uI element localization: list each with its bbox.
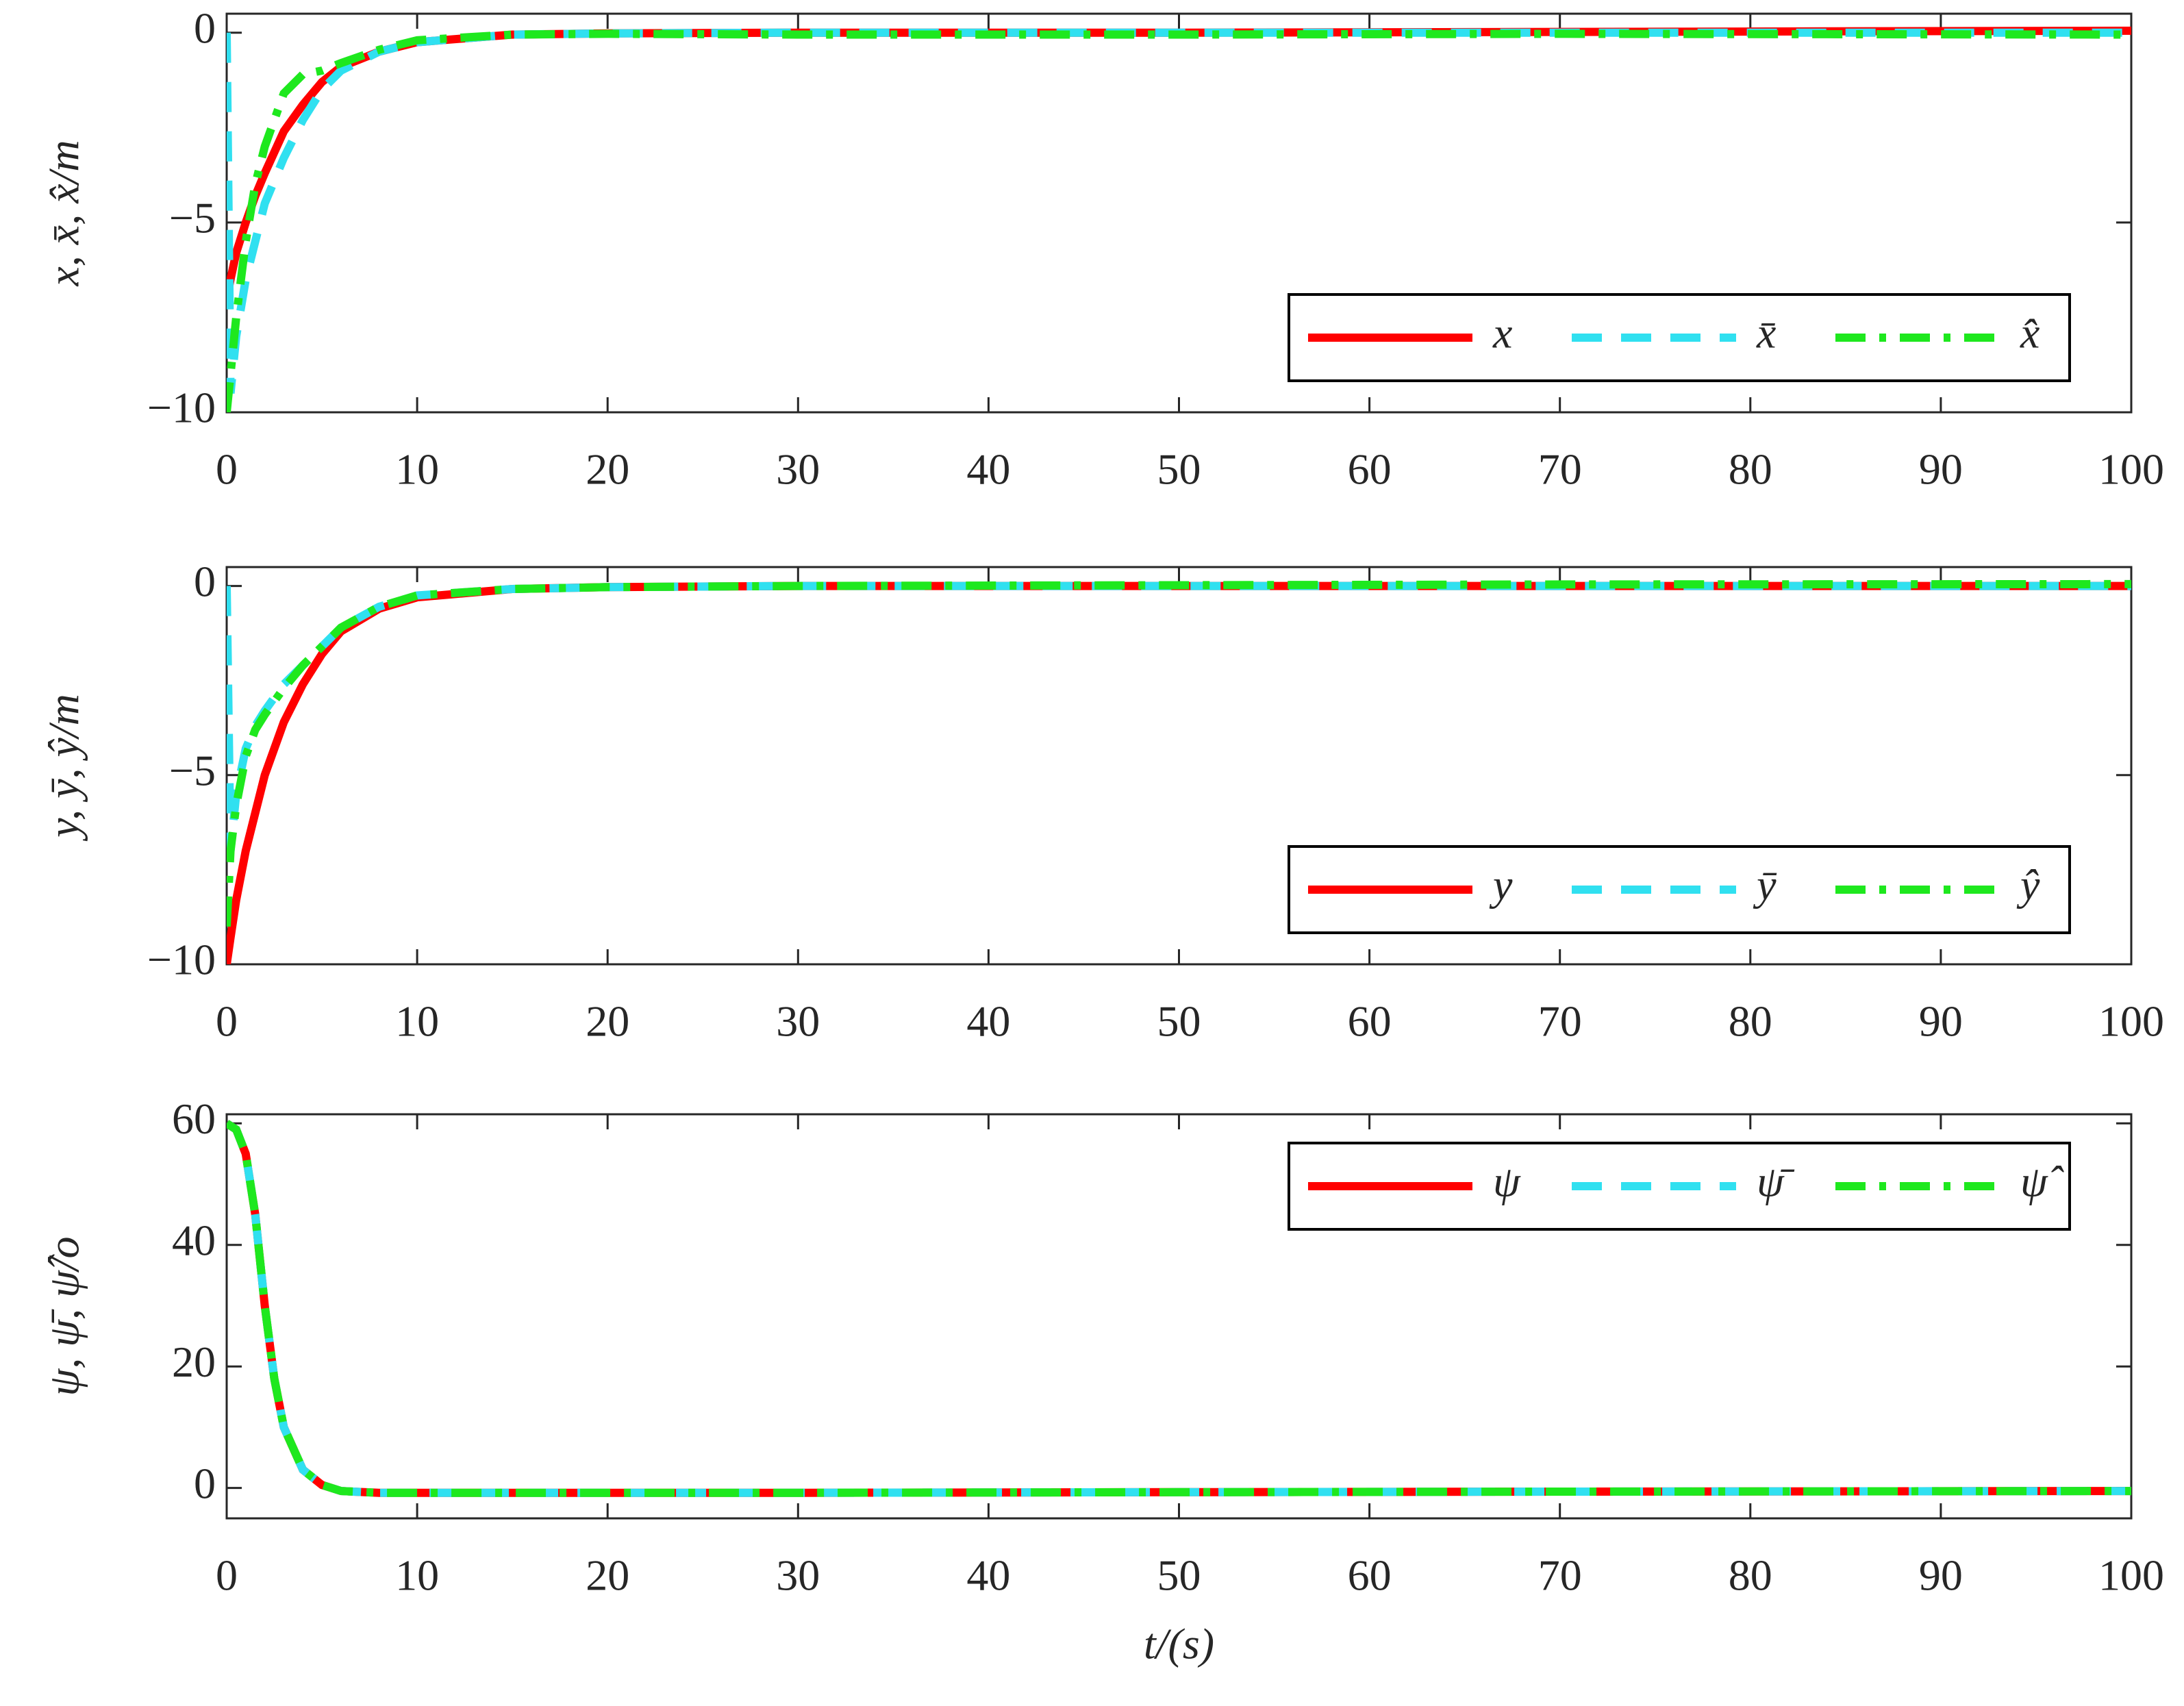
x-tick-label: 40 (966, 1551, 1010, 1600)
y-tick-label: 0 (194, 3, 216, 52)
legend-label: ȳ (1753, 861, 1777, 910)
x-tick-label: 10 (395, 445, 439, 494)
y-tick-label: −5 (169, 746, 216, 794)
x-axis-label: t/(s) (1144, 1620, 1214, 1668)
x-tick-label: 90 (1919, 445, 1963, 494)
y-tick-label: 0 (194, 557, 216, 605)
x-tick-label: 30 (776, 445, 820, 494)
x-tick-label: 30 (776, 1551, 820, 1600)
subplot: 0 10 20 30 40 50 60 70 80 90 100 −10 −5 0 x, x̄, x̂/m x… (40, 3, 2164, 493)
y-axis-label: x, x̄, x̂/m (40, 140, 88, 286)
x-tick-label: 100 (2098, 997, 2164, 1046)
x-tick-label: 70 (1538, 997, 1582, 1046)
x-tick-label: 20 (586, 997, 629, 1046)
x-tick-label: 20 (586, 445, 629, 494)
x-tick-label: 30 (776, 997, 820, 1046)
x-tick-label: 80 (1729, 1551, 1772, 1600)
legend-label: x̂ (2020, 309, 2039, 357)
x-tick-label: 60 (1348, 445, 1392, 494)
x-tick-label: 70 (1538, 445, 1582, 494)
y-tick-label: 0 (194, 1459, 216, 1507)
subplot: 0 10 20 30 40 50 60 70 80 90 100 −10 −5 0 y, ȳ, ŷ/m y ȳ ŷ (40, 557, 2164, 1045)
x-tick-label: 10 (395, 1551, 439, 1600)
x-tick-label: 100 (2098, 1551, 2164, 1600)
series-line (227, 579, 2131, 927)
x-tick-label: 90 (1919, 997, 1963, 1046)
x-tick-label: 100 (2098, 445, 2164, 494)
x-tick-label: 80 (1729, 445, 1772, 494)
legend-label: ψ (1493, 1157, 1521, 1206)
legend-label: y (1489, 861, 1513, 910)
x-tick-label: 40 (966, 445, 1010, 494)
series-line (227, 1120, 2131, 1497)
x-tick-label: 0 (216, 1551, 238, 1600)
y-tick-label: 20 (172, 1338, 216, 1386)
x-tick-label: 50 (1157, 1551, 1201, 1600)
y-tick-label: −10 (147, 936, 216, 984)
x-tick-label: 50 (1157, 997, 1201, 1046)
y-tick-label: 60 (172, 1094, 216, 1143)
x-tick-label: 20 (586, 1551, 629, 1600)
y-tick-label: −5 (169, 194, 216, 242)
x-tick-label: 0 (216, 445, 238, 494)
legend-label: x̄ (1756, 309, 1776, 357)
y-tick-label: 40 (172, 1216, 216, 1264)
y-tick-label: −10 (147, 384, 216, 432)
x-tick-label: 60 (1348, 1551, 1392, 1600)
subplot: 0 10 20 30 40 50 60 70 80 90 100 0 20 40 60 ψ, ψ̄, ψ̂/o… (40, 1094, 2164, 1668)
series-line (227, 29, 2131, 412)
legend-label: ŷ (2016, 861, 2040, 910)
x-tick-label: 50 (1157, 445, 1201, 494)
x-tick-label: 80 (1729, 997, 1772, 1046)
x-tick-label: 60 (1348, 997, 1392, 1046)
x-tick-label: 0 (216, 997, 238, 1046)
x-tick-label: 10 (395, 997, 439, 1046)
x-tick-label: 40 (966, 997, 1010, 1046)
y-axis-label: ψ, ψ̄, ψ̂/o (40, 1236, 88, 1396)
x-tick-label: 70 (1538, 1551, 1582, 1600)
y-axis-label: y, ȳ, ŷ/m (40, 694, 88, 842)
x-tick-label: 90 (1919, 1551, 1963, 1600)
legend-label: x (1492, 309, 1512, 357)
